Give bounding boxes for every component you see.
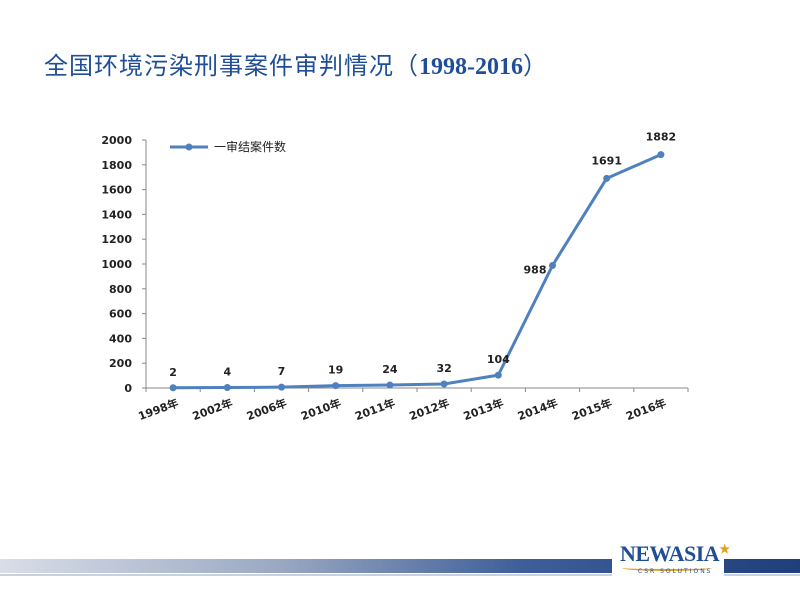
data-label: 4 xyxy=(223,366,231,379)
data-label: 1882 xyxy=(646,131,677,144)
logo-wordmark: NEWASIA★ xyxy=(620,541,730,566)
data-label: 2 xyxy=(169,366,177,379)
x-tick-label: 2015年 xyxy=(570,396,614,423)
y-tick-label: 1600 xyxy=(101,184,132,197)
data-point xyxy=(440,380,448,388)
x-tick-label: 2010年 xyxy=(299,396,343,423)
data-point xyxy=(494,371,502,379)
y-tick-label: 1800 xyxy=(101,159,132,172)
data-point xyxy=(332,382,340,390)
footer-band xyxy=(0,559,800,573)
legend-label: 一审结案件数 xyxy=(214,139,286,154)
x-tick-labels: 1998年 2002年 2006年 2010年 2011年 2012年 2013年 2014年… xyxy=(136,396,668,423)
data-label: 7 xyxy=(278,365,286,378)
series-points xyxy=(169,151,665,392)
y-tick-label: 2000 xyxy=(101,134,132,147)
series-line xyxy=(173,153,662,390)
data-point xyxy=(278,383,285,391)
data-label: 32 xyxy=(436,362,451,375)
data-label: 24 xyxy=(382,363,398,376)
data-label: 988 xyxy=(524,263,547,276)
logo-swoosh xyxy=(622,565,712,571)
logo-star-icon: ★ xyxy=(719,542,730,556)
data-point xyxy=(603,174,611,182)
company-logo: NEWASIA★ CSR SOLUTIONS xyxy=(612,541,730,581)
y-tick-label: 600 xyxy=(109,308,132,321)
y-tick-label: 200 xyxy=(109,357,132,370)
y-tick-label: 800 xyxy=(109,283,132,296)
data-label: 1691 xyxy=(591,154,622,167)
title-end: ） xyxy=(523,52,548,80)
logo-tagline: CSR SOLUTIONS xyxy=(638,568,713,575)
y-tick-label: 1000 xyxy=(101,258,132,271)
y-tick-label: 1400 xyxy=(101,208,132,221)
slide-title: 全国环境污染刑事案件审判情况（1998-2016） xyxy=(44,46,548,81)
chart-legend: 一审结案件数 xyxy=(170,139,286,154)
x-tick-label: 2013年 xyxy=(461,396,505,423)
data-point xyxy=(223,384,231,392)
x-tick-label: 2014年 xyxy=(516,396,560,423)
y-tick-label: 1200 xyxy=(101,233,132,246)
data-point xyxy=(549,261,556,269)
footer-divider xyxy=(0,574,800,576)
x-tick-label: 1998年 xyxy=(136,396,180,423)
y-tick-label: 0 xyxy=(124,382,132,395)
data-point xyxy=(386,381,394,389)
title-years: 1998-2016 xyxy=(419,54,523,80)
data-label: 19 xyxy=(328,364,343,377)
legend-marker xyxy=(185,143,193,151)
x-tick-label: 2002年 xyxy=(190,396,234,423)
data-point xyxy=(169,384,177,392)
x-tick-label: 2012年 xyxy=(407,396,451,423)
x-tick-label: 2016年 xyxy=(624,396,668,423)
x-tick-label: 2006年 xyxy=(245,396,289,423)
x-tick-label: 2011年 xyxy=(353,396,397,423)
series-line-path xyxy=(173,153,662,390)
data-label: 104 xyxy=(487,353,510,366)
y-tick-label: 400 xyxy=(109,332,132,345)
title-text: 全国环境污染刑事案件审判情况（ xyxy=(44,52,419,80)
data-point xyxy=(657,151,665,159)
y-tick-labels: 0 200 400 600 800 1000 1200 1400 1600 1800 2000 xyxy=(101,134,132,395)
